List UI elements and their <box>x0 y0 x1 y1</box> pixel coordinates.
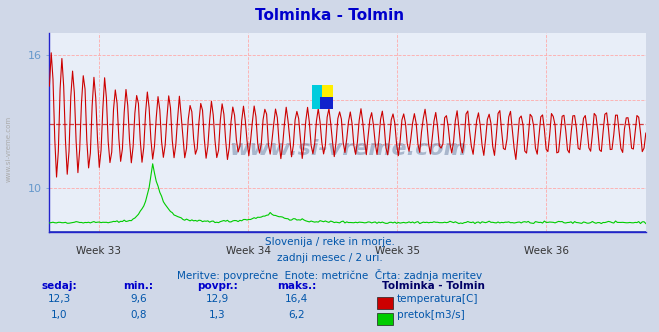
Text: 1,3: 1,3 <box>209 310 226 320</box>
Text: sedaj:: sedaj: <box>42 281 77 290</box>
Text: 1,0: 1,0 <box>51 310 68 320</box>
Text: 6,2: 6,2 <box>288 310 305 320</box>
Text: Meritve: povprečne  Enote: metrične  Črta: zadnja meritev: Meritve: povprečne Enote: metrične Črta:… <box>177 269 482 281</box>
Text: 9,6: 9,6 <box>130 294 147 304</box>
Bar <box>312 85 322 109</box>
Text: maks.:: maks.: <box>277 281 316 290</box>
Text: min.:: min.: <box>123 281 154 290</box>
Text: Week 33: Week 33 <box>76 246 121 256</box>
Bar <box>320 97 333 109</box>
Text: www.si-vreme.com: www.si-vreme.com <box>229 139 467 159</box>
Text: 12,9: 12,9 <box>206 294 229 304</box>
Text: www.si-vreme.com: www.si-vreme.com <box>5 116 12 183</box>
Text: Week 35: Week 35 <box>374 246 420 256</box>
Bar <box>312 85 333 109</box>
Text: zadnji mesec / 2 uri.: zadnji mesec / 2 uri. <box>277 253 382 263</box>
Text: 16,4: 16,4 <box>285 294 308 304</box>
Text: 12,3: 12,3 <box>47 294 71 304</box>
Text: pretok[m3/s]: pretok[m3/s] <box>397 310 465 320</box>
Text: Tolminka - Tolmin: Tolminka - Tolmin <box>255 8 404 23</box>
Text: 0,8: 0,8 <box>130 310 147 320</box>
Text: Slovenija / reke in morje.: Slovenija / reke in morje. <box>264 237 395 247</box>
Text: temperatura[C]: temperatura[C] <box>397 294 478 304</box>
Text: povpr.:: povpr.: <box>197 281 238 290</box>
Text: Week 34: Week 34 <box>225 246 271 256</box>
Text: Tolminka - Tolmin: Tolminka - Tolmin <box>382 281 485 290</box>
Text: Week 36: Week 36 <box>524 246 569 256</box>
